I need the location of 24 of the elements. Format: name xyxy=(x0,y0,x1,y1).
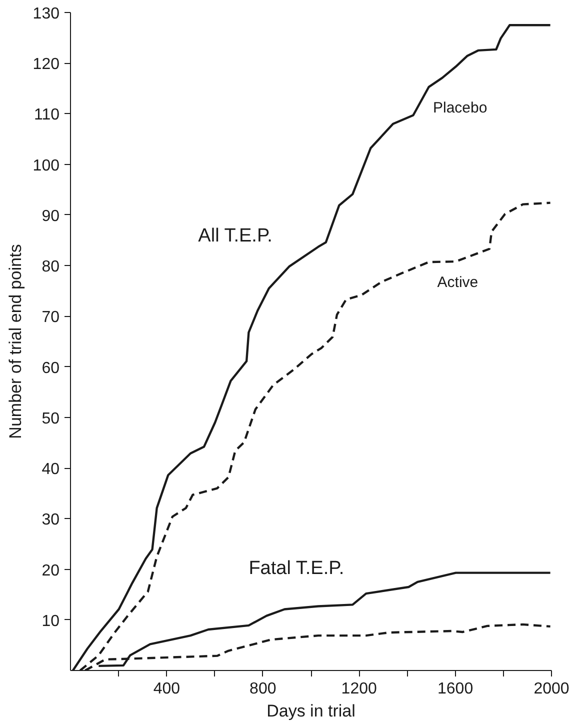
y-axis-title: Number of trial end points xyxy=(6,244,25,439)
x-axis-title: Days in trial xyxy=(266,702,356,720)
y-tick-label: 60 xyxy=(42,360,60,377)
y-tick-label: 100 xyxy=(32,157,60,174)
x-tick-label: 1600 xyxy=(438,680,474,698)
annotation: Fatal T.E.P. xyxy=(248,558,344,580)
x-tick-label: 2000 xyxy=(534,680,570,698)
series-label: Active xyxy=(437,274,478,291)
series-label: Placebo xyxy=(433,99,488,116)
y-tick-label: 110 xyxy=(34,106,60,124)
y-tick-label: 120 xyxy=(32,56,60,74)
y-tick-label: 90 xyxy=(42,208,60,225)
x-tick-label: 800 xyxy=(250,680,276,698)
y-tick-label: 10 xyxy=(42,612,60,630)
y-tick-label: 80 xyxy=(42,258,60,276)
x-tick-label: 1200 xyxy=(341,680,377,698)
y-tick-label: 20 xyxy=(42,562,60,580)
y-tick-label: 30 xyxy=(42,512,60,529)
y-tick-label: 40 xyxy=(42,461,60,478)
y-tick-label: 50 xyxy=(42,410,60,428)
y-tick-label: 70 xyxy=(42,309,60,326)
y-tick-label: 130 xyxy=(32,6,60,22)
annotation: All T.E.P. xyxy=(198,226,272,247)
x-tick-label: 400 xyxy=(153,680,180,698)
